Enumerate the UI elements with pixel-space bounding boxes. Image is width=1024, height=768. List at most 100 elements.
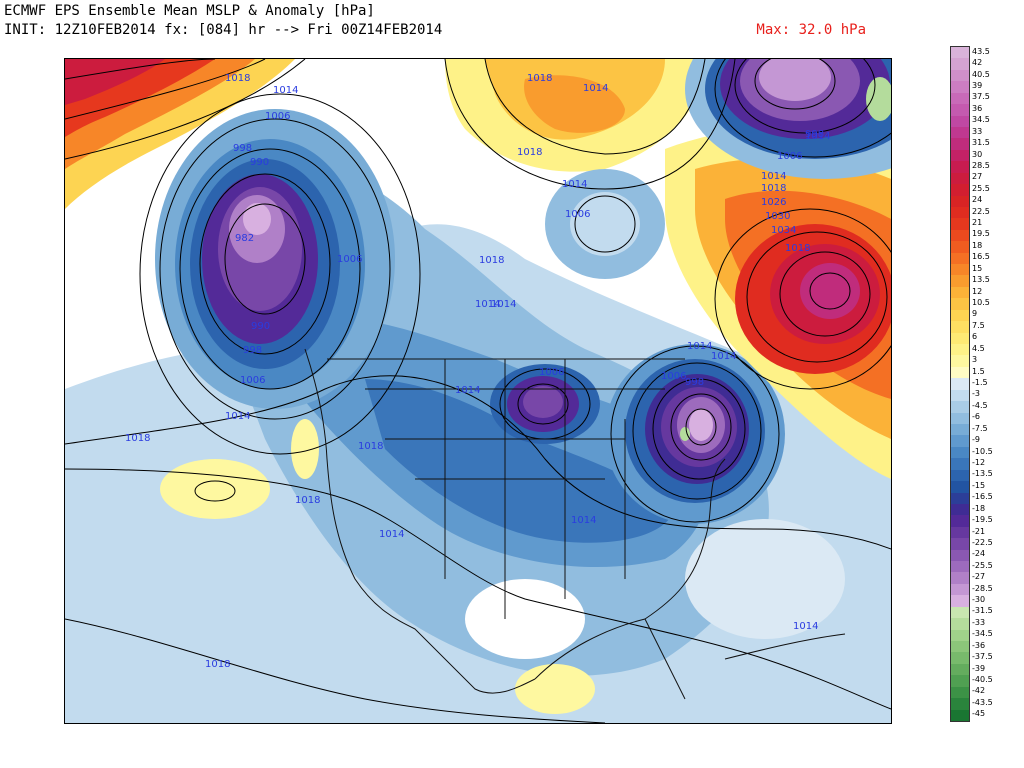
color-scale-label: 1.5 <box>972 366 985 376</box>
isobar-label: 1018 <box>785 243 810 254</box>
color-scale-label: 31.5 <box>972 138 990 148</box>
color-scale-segment <box>951 686 969 699</box>
isobar-label: 1006 <box>777 151 802 162</box>
color-scale-label: 33 <box>972 126 983 136</box>
color-scale-label: 25.5 <box>972 183 990 193</box>
color-scale-segment <box>951 218 969 231</box>
color-scale-label: 12 <box>972 286 983 296</box>
isobar-label: 1006 <box>265 111 290 122</box>
isobar-label: 1018 <box>225 73 250 84</box>
isobar-label: 998 <box>233 143 252 154</box>
color-scale-label: -45 <box>972 709 986 719</box>
isobar-label: 1018 <box>205 659 230 670</box>
color-scale-segment <box>951 172 969 185</box>
color-scale-segment <box>951 423 969 436</box>
color-scale-segment <box>951 549 969 562</box>
color-scale-label: -24 <box>972 549 986 559</box>
color-scale-segment <box>951 446 969 459</box>
color-scale-segment <box>951 572 969 585</box>
color-scale-segment <box>951 561 969 573</box>
isobar-label: 998 <box>243 345 262 356</box>
color-scale-segment <box>951 378 969 391</box>
color-scale-label: 36 <box>972 103 983 113</box>
color-scale-label: 39 <box>972 80 983 90</box>
color-scale-label: -39 <box>972 663 986 673</box>
isobar-label: 1018 <box>125 433 150 444</box>
isobar-label: 1014 <box>225 411 250 422</box>
color-scale-label: 16.5 <box>972 252 990 262</box>
color-scale-label: 7.5 <box>972 320 985 330</box>
color-scale-segment <box>951 401 969 414</box>
isobar-label: 1014 <box>583 83 608 94</box>
isobar-label: 1006 <box>565 209 590 220</box>
isobar-label: 1018 <box>358 441 383 452</box>
isobar-label: 1014 <box>475 299 500 310</box>
color-scale-segment <box>951 595 969 608</box>
color-scale-label: -1.5 <box>972 378 988 387</box>
color-scale-segment <box>951 161 969 174</box>
color-scale-segment <box>951 264 969 276</box>
color-scale-segment <box>951 652 969 665</box>
color-scale-label: 27 <box>972 172 983 182</box>
color-scale-segment <box>951 503 969 516</box>
color-scale-segment <box>951 309 969 322</box>
color-scale-segment <box>951 252 969 265</box>
color-scale-label: 13.5 <box>972 275 990 285</box>
isobar-label: 1006 <box>337 254 362 265</box>
chart-title: ECMWF EPS Ensemble Mean MSLP & Anomaly [… <box>4 3 375 19</box>
color-scale-label: -36 <box>972 640 986 650</box>
color-scale-segment <box>951 526 969 539</box>
color-scale-segment <box>951 458 969 471</box>
color-scale-label: 9 <box>972 309 978 319</box>
color-scale-segment <box>951 641 969 653</box>
isobar-label: 1026 <box>761 197 786 208</box>
color-scale-label: 21 <box>972 218 983 228</box>
anomaly-map: 1018 1014 1006 998 990 982 990 998 1006 … <box>64 58 892 724</box>
color-scale-label: -27 <box>972 572 986 582</box>
color-scale-label: -3 <box>972 389 980 399</box>
color-scale-label: -18 <box>972 503 986 513</box>
isobar-label: 1018 <box>295 495 320 506</box>
color-scale-label: -16.5 <box>972 492 993 502</box>
color-scale-label: 22.5 <box>972 206 990 216</box>
color-scale-segment <box>951 606 969 619</box>
color-scale-segment <box>951 538 969 551</box>
color-scale-label: -6 <box>972 412 980 422</box>
isobar-label: 1018 <box>761 183 786 194</box>
color-scale-segment <box>951 321 969 334</box>
isobar-label: 1006 <box>240 375 265 386</box>
color-scale-segment <box>951 69 969 82</box>
color-scale-label: 37.5 <box>972 92 990 102</box>
isobar-label: 1018 <box>527 73 552 84</box>
color-scale-segment <box>951 195 969 208</box>
isobar-label: 1014 <box>761 171 786 182</box>
color-scale-segment <box>951 481 969 494</box>
init-time-label: INIT: 12Z10FEB2014 fx: [084] hr --> Fri … <box>4 22 443 38</box>
isobar-label: 1014 <box>711 351 736 362</box>
color-scale-segment <box>951 709 969 722</box>
color-scale-label: -28.5 <box>972 583 993 593</box>
color-scale-segment <box>951 81 969 94</box>
color-scale-label: -34.5 <box>972 629 993 639</box>
color-scale-label: -30 <box>972 595 986 605</box>
isobar-label: 1014 <box>687 341 712 352</box>
isobar-contours <box>65 59 891 723</box>
color-scale-label: 6 <box>972 332 978 342</box>
color-scale-label: -31.5 <box>972 606 993 616</box>
color-scale-segment <box>951 355 969 368</box>
color-scale-label: 4.5 <box>972 343 985 353</box>
color-scale-segment <box>951 47 969 59</box>
color-scale-label: -43.5 <box>972 697 993 707</box>
isobar-label: 982 <box>235 233 254 244</box>
color-scale-segment <box>951 618 969 631</box>
isobar-label: 1018 <box>517 147 542 158</box>
color-scale-label: 19.5 <box>972 229 990 239</box>
color-scale-segment <box>951 583 969 596</box>
color-scale-segment <box>951 332 969 345</box>
color-scale-label: 18 <box>972 240 983 250</box>
isobar-label: 1014 <box>491 299 516 310</box>
isobar-label: 1014 <box>455 385 480 396</box>
color-scale-segment <box>951 206 969 219</box>
color-scale-segment <box>951 469 969 482</box>
color-scale <box>950 46 970 722</box>
